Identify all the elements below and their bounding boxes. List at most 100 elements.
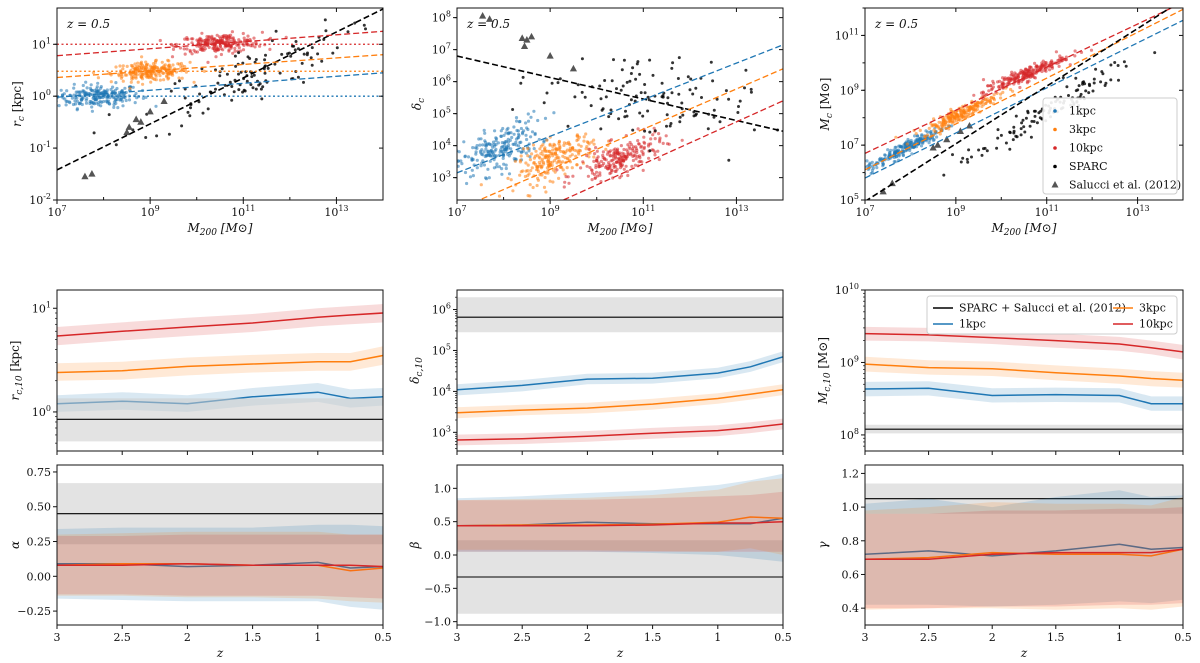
- x-axis-label: z: [216, 646, 224, 660]
- data-point: [114, 65, 118, 69]
- data-point: [638, 159, 642, 163]
- data-point: [24, 90, 27, 93]
- data-point: [118, 64, 122, 68]
- data-point: [158, 78, 162, 82]
- panel-beta: 3 2.5 2 1.5 1 0.5 −1.0 −0.5 0.0 0.5 1.0 z β: [408, 464, 792, 660]
- data-point: [1019, 127, 1023, 131]
- data-point: [530, 130, 535, 134]
- uncertainty-band: [57, 524, 383, 610]
- data-point: [1033, 76, 1037, 80]
- data-point: [894, 135, 898, 139]
- data-point: [510, 135, 514, 140]
- data-point: [936, 124, 940, 128]
- x-tick-label: 107: [447, 204, 466, 219]
- data-point: [207, 45, 211, 50]
- data-point: [509, 178, 513, 182]
- data-point: [969, 105, 973, 109]
- data-point: [81, 83, 85, 88]
- data-point: [1026, 109, 1030, 113]
- data-point: [514, 116, 519, 120]
- data-point: [504, 166, 508, 171]
- data-point: [615, 87, 618, 91]
- redshift-annotation: z = 0.5: [874, 17, 918, 31]
- data-point: [158, 74, 162, 78]
- data-point: [983, 146, 987, 150]
- series-10kpc: [57, 304, 383, 346]
- triangle-point: [527, 32, 536, 40]
- data-point: [613, 155, 618, 159]
- legend-marker: [1053, 109, 1057, 113]
- data-point: [518, 173, 522, 177]
- data-point: [648, 130, 652, 134]
- data-point: [526, 112, 530, 116]
- data-point: [481, 159, 485, 163]
- data-point: [253, 45, 257, 49]
- triangle-point: [486, 15, 494, 22]
- data-point: [688, 88, 692, 92]
- fit-line-orange-dashed: [57, 54, 383, 79]
- data-point: [180, 124, 184, 128]
- data-point: [577, 150, 581, 154]
- data-point: [204, 40, 208, 44]
- data-point: [959, 114, 963, 118]
- data-point: [562, 143, 566, 147]
- data-point: [974, 103, 978, 107]
- y-axis-label: Mc,10 [M⊙]: [816, 337, 833, 405]
- legend: 1kpc 3kpc 10kpc SPARC Salucci et al. (2012): [1042, 97, 1181, 195]
- data-point: [598, 84, 602, 88]
- data-point: [484, 176, 488, 180]
- data-point: [526, 127, 530, 132]
- data-point: [250, 75, 254, 79]
- data-point: [215, 33, 219, 37]
- data-point: [537, 160, 542, 164]
- data-point: [998, 79, 1002, 83]
- data-point: [1058, 54, 1062, 58]
- data-point: [486, 167, 490, 171]
- data-point: [990, 87, 994, 91]
- data-point: [296, 47, 300, 51]
- data-point: [141, 96, 145, 100]
- data-point: [128, 86, 132, 90]
- data-point: [996, 136, 1000, 140]
- data-point: [125, 73, 129, 77]
- data-point: [109, 87, 113, 92]
- data-point: [709, 60, 713, 64]
- data-point: [228, 44, 232, 48]
- data-point: [89, 100, 93, 104]
- legend-marker: [1053, 164, 1057, 169]
- data-point: [274, 29, 278, 33]
- data-point: [206, 60, 210, 64]
- data-point: [124, 98, 128, 103]
- data-point: [919, 144, 924, 148]
- fit-line-red-dashed: [57, 30, 383, 57]
- data-point: [608, 139, 612, 143]
- series-line: [865, 543, 1183, 557]
- data-point: [617, 151, 622, 155]
- data-point: [1035, 64, 1039, 68]
- data-point: [1022, 125, 1026, 129]
- data-point: [214, 55, 218, 59]
- data-point: [239, 49, 243, 53]
- data-point: [529, 115, 533, 119]
- data-point: [545, 166, 550, 170]
- data-point: [459, 159, 463, 163]
- points-10kpc: [555, 126, 684, 189]
- data-point: [499, 134, 503, 138]
- data-point: [225, 37, 229, 41]
- data-point: [619, 144, 624, 148]
- data-point: [524, 133, 528, 137]
- legend-label: SPARC + Salucci et al. (2012): [959, 302, 1126, 315]
- data-point: [656, 149, 660, 153]
- data-point: [1153, 51, 1157, 55]
- series-line: [865, 363, 1183, 381]
- data-point: [587, 147, 591, 151]
- data-point: [169, 89, 173, 93]
- data-point: [1073, 54, 1077, 58]
- series-line: [865, 548, 1183, 561]
- data-point: [629, 72, 633, 75]
- data-point: [72, 82, 76, 86]
- data-point: [107, 71, 111, 76]
- redshift-annotation: z = 0.5: [66, 17, 110, 31]
- data-point: [610, 158, 615, 162]
- data-point: [567, 181, 571, 185]
